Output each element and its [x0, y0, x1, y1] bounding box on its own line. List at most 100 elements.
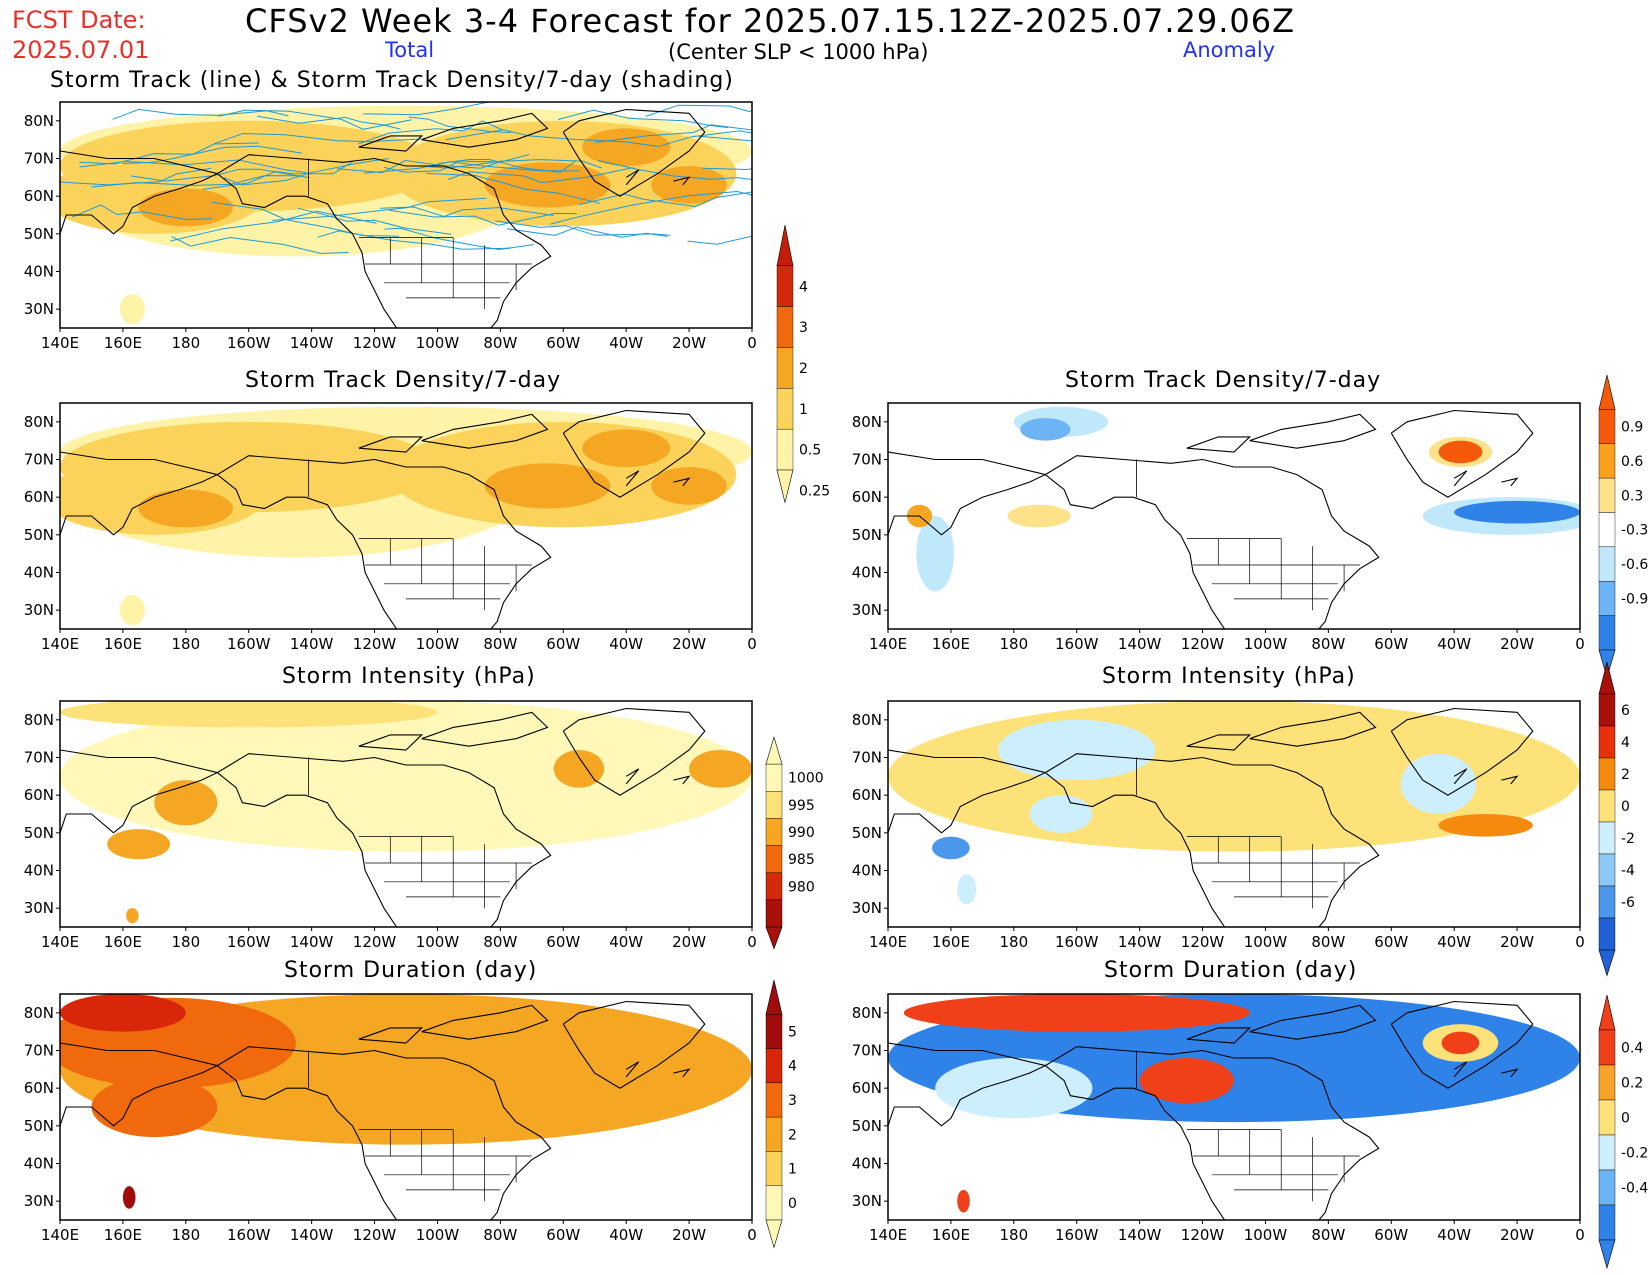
shade-blob	[689, 749, 752, 788]
colorbar-segment	[1598, 1099, 1616, 1136]
lat-label: 40N	[852, 1155, 882, 1173]
colorbar-segment	[1598, 789, 1616, 823]
lon-label: 40W	[1437, 635, 1471, 653]
shade-blob	[1029, 795, 1093, 833]
colorbar-label: 4	[788, 1059, 797, 1075]
lon-label: 160W	[227, 334, 271, 352]
shade-blob	[60, 994, 186, 1032]
storm-track-line	[130, 168, 310, 182]
lon-label: 100W	[1244, 933, 1288, 951]
track-total-coastlines	[60, 108, 706, 328]
coastline	[216, 1065, 398, 1220]
lon-label: 60W	[546, 1226, 580, 1244]
colorbar-arrow-top	[776, 224, 794, 267]
lat-label: 70N	[24, 1042, 54, 1060]
density-total-frame	[59, 402, 753, 630]
colorbar-segment	[1598, 757, 1616, 791]
colorbar-label: 0	[1621, 799, 1630, 815]
duration-total-shading	[60, 994, 752, 1220]
coastline	[562, 409, 706, 498]
lon-label: 60W	[546, 334, 580, 352]
lon-label: 120W	[1181, 635, 1225, 653]
lat-label: 70N	[852, 1042, 882, 1060]
lat-label: 50N	[24, 526, 54, 544]
lon-label: 0	[1575, 933, 1585, 951]
lon-label: 20W	[672, 933, 706, 951]
shade-blob	[1400, 753, 1477, 814]
storm-track-line	[317, 230, 511, 250]
shade-blob	[122, 1186, 136, 1209]
coastline	[1390, 707, 1534, 796]
coastline	[1044, 474, 1226, 629]
lon-label: 160E	[104, 933, 142, 951]
lon-label: 160W	[227, 635, 271, 653]
colorbar-label: 0.9	[1621, 420, 1643, 436]
colorbar-label: 995	[788, 798, 815, 814]
lon-label: 60W	[546, 933, 580, 951]
lon-label: 180	[171, 334, 200, 352]
lon-label: 80W	[1311, 933, 1345, 951]
lon-label: 20W	[672, 635, 706, 653]
colorbar-segment	[1598, 443, 1616, 479]
criteria-label: (Center SLP < 1000 hPa)	[668, 40, 929, 64]
lon-label: 60W	[1374, 1226, 1408, 1244]
colorbar-segment	[765, 1014, 783, 1049]
intensity-total-coastlines	[60, 707, 706, 927]
colorbar-segment	[1598, 1064, 1616, 1101]
density-anom-panel: 80N 70N 60N 50N 40N 30N 140E 160E 180 160W 140W 120…	[852, 402, 1585, 653]
colorbar-segment	[776, 428, 794, 471]
storm-track-line	[212, 201, 400, 237]
colorbar-segment	[1598, 1204, 1616, 1241]
colorbar-segment	[1598, 725, 1616, 759]
lon-label: 160W	[1055, 635, 1099, 653]
coastline	[1044, 772, 1226, 927]
colorbar-label: 0.25	[799, 483, 830, 499]
lon-label: 120W	[353, 334, 397, 352]
storm-track-line	[506, 226, 668, 238]
coastline	[358, 135, 424, 152]
coastline	[562, 108, 706, 197]
coastline	[217, 154, 552, 328]
coastline	[625, 1061, 640, 1078]
lon-label: 100W	[416, 334, 460, 352]
lon-label: 140W	[1118, 933, 1162, 951]
lat-label: 50N	[24, 1117, 54, 1135]
intensity-total-shading	[60, 701, 752, 927]
lon-label: 20W	[1500, 635, 1534, 653]
lat-label: 70N	[24, 150, 54, 168]
colorbar-segment	[765, 1048, 783, 1084]
density-anom-shading	[888, 403, 1580, 629]
coastline	[1045, 1046, 1380, 1220]
lon-label: 40W	[609, 933, 643, 951]
intensity-total-panel: 80N 70N 60N 50N 40N 30N 140E 160E 180 160W 140W 120…	[24, 700, 757, 951]
storm-track-line	[60, 167, 212, 186]
storm-track-line	[444, 129, 659, 147]
shade-blob	[1454, 500, 1580, 524]
coastline	[625, 768, 640, 785]
shade-blob	[957, 874, 977, 905]
coastline	[1249, 1004, 1377, 1040]
storm-track-line	[687, 235, 752, 245]
coastline	[1501, 1068, 1519, 1078]
lon-label: 160W	[1055, 933, 1099, 951]
colorbar-label: -6	[1621, 895, 1635, 911]
storm-track-line	[702, 167, 752, 171]
coastline	[562, 707, 706, 796]
lon-label: 20W	[1500, 1226, 1534, 1244]
total-column-label: Total	[385, 38, 435, 62]
shade-blob	[126, 908, 139, 924]
lon-label: 180	[171, 1226, 200, 1244]
coastline	[216, 474, 398, 629]
colorbar-label: 6	[1621, 703, 1630, 719]
lon-label: 0	[747, 933, 757, 951]
lon-label: 0	[747, 334, 757, 352]
lon-label: 40W	[609, 635, 643, 653]
storm-track-line	[645, 104, 752, 117]
colorbar-label: 5	[788, 1024, 797, 1040]
lon-label: 80W	[483, 933, 517, 951]
coastline	[888, 451, 1047, 536]
colorbar-label: -0.4	[1621, 1181, 1648, 1197]
coastline	[1453, 1061, 1468, 1078]
colorbar-label: 2	[788, 1127, 797, 1143]
lon-label: 80W	[483, 1226, 517, 1244]
